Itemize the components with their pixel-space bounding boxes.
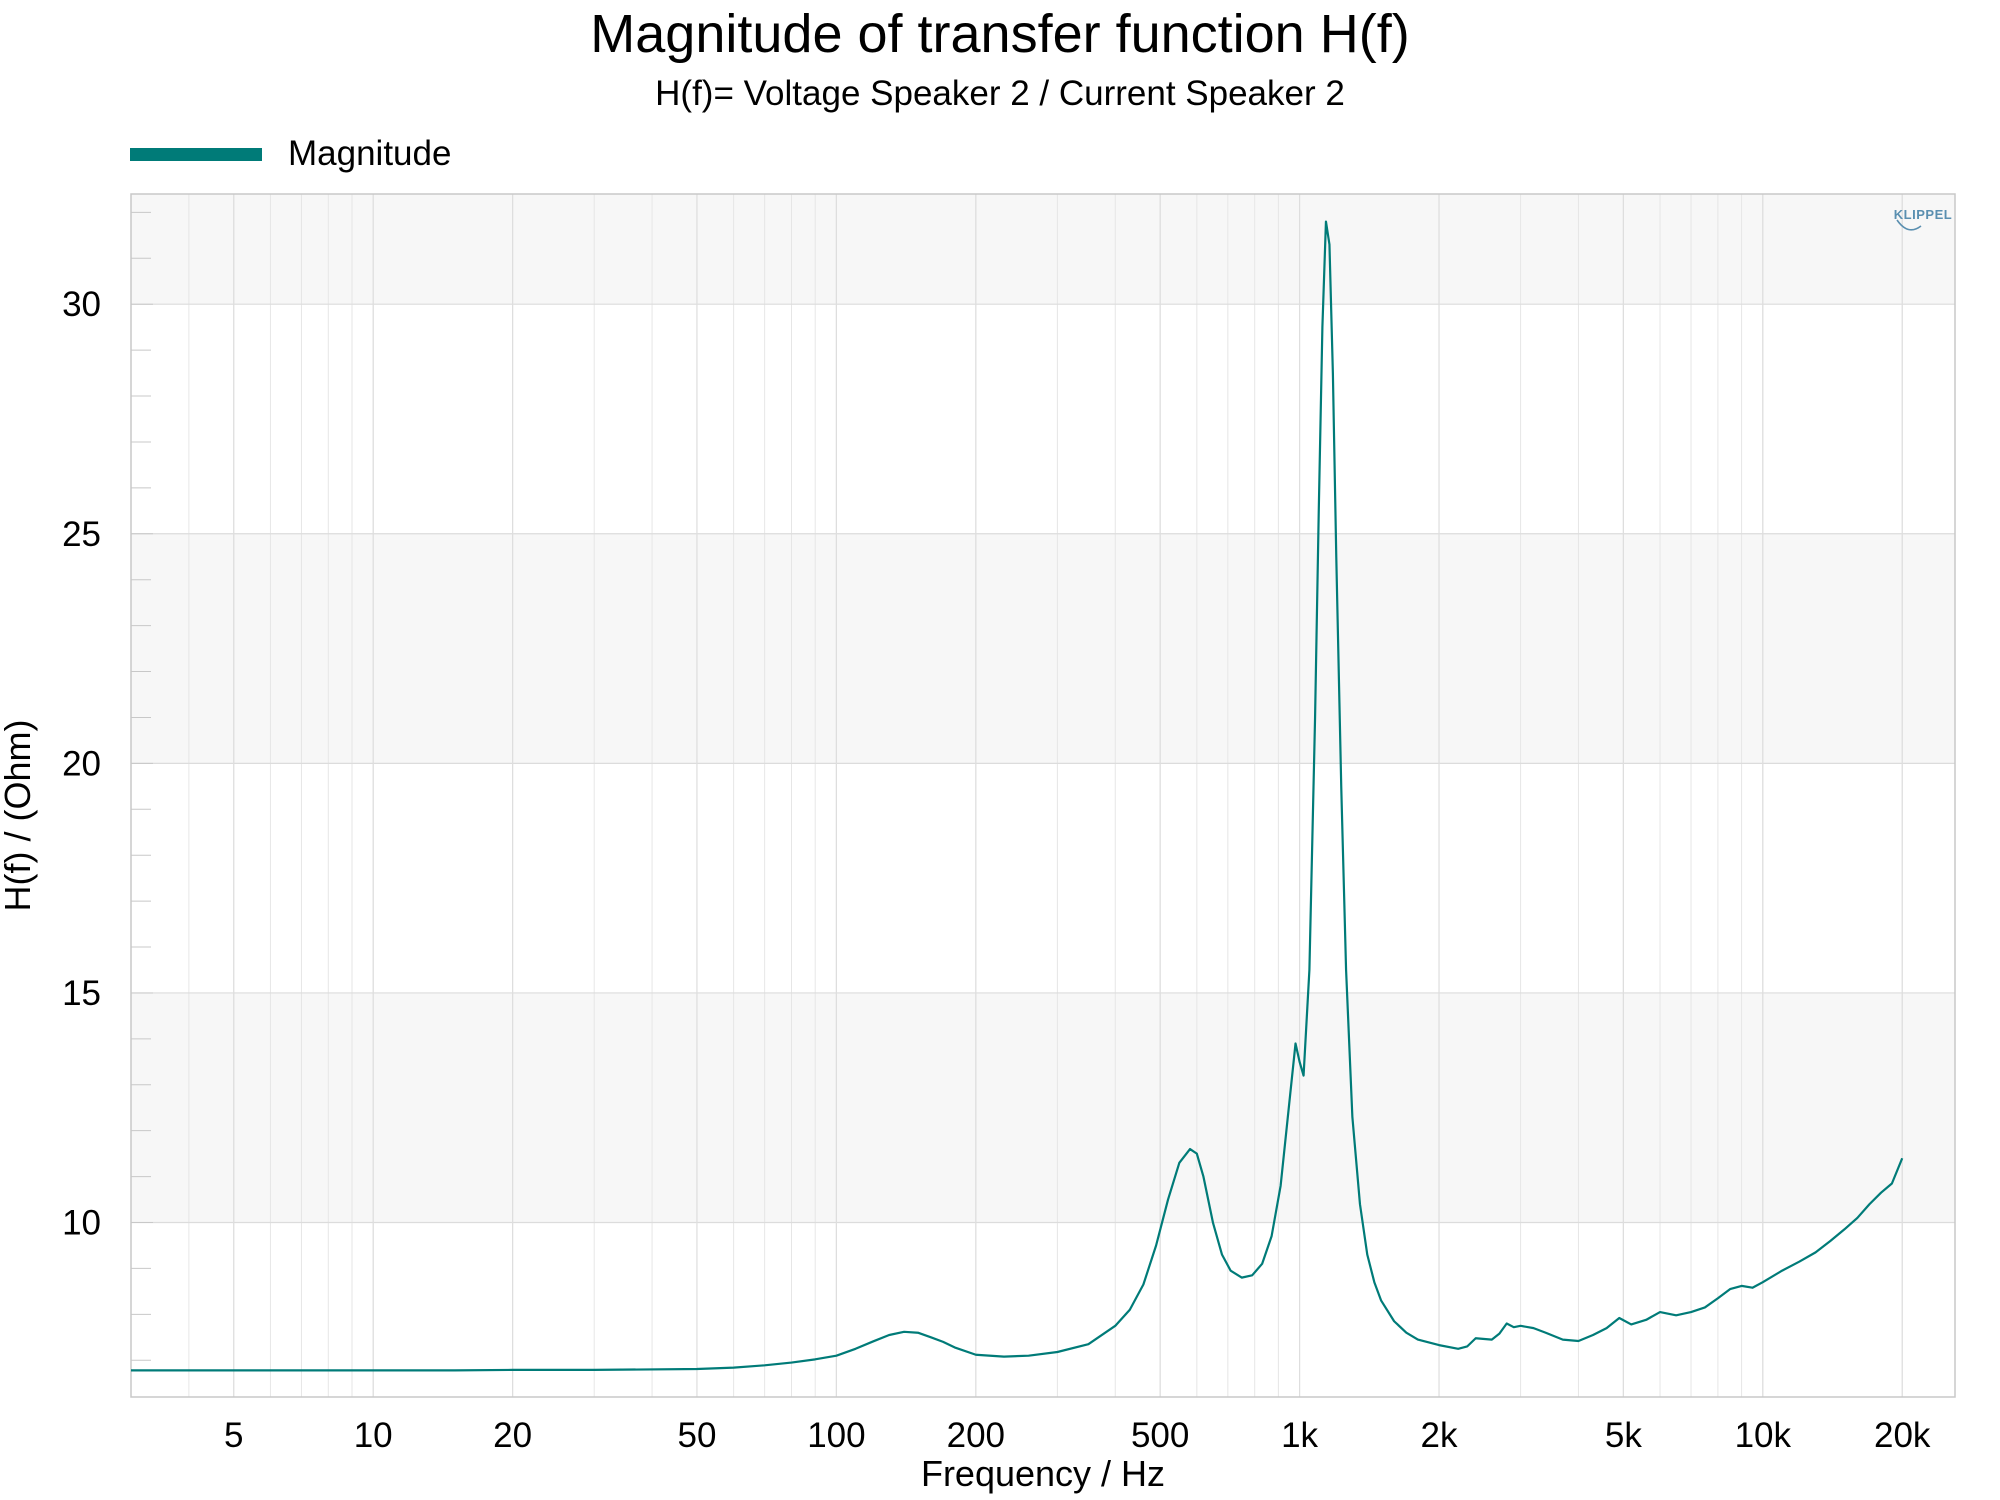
background-bands bbox=[131, 194, 1955, 1397]
background-band bbox=[131, 194, 1955, 305]
x-tick-label: 5k bbox=[1605, 1416, 1642, 1455]
klippel-logo: KLIPPEL bbox=[1894, 207, 1952, 231]
legend: Magnitude bbox=[130, 132, 451, 176]
x-tick-label: 5 bbox=[224, 1416, 243, 1455]
x-tick-label: 10 bbox=[354, 1416, 393, 1455]
x-tick-label: 20 bbox=[493, 1416, 532, 1455]
y-tick-label: 15 bbox=[62, 974, 101, 1013]
background-band bbox=[131, 533, 1955, 764]
klippel-logo-text: KLIPPEL bbox=[1894, 207, 1952, 222]
y-tick-label: 25 bbox=[62, 515, 101, 554]
y-minor-ticks bbox=[131, 211, 153, 1361]
y-tick-label: 10 bbox=[62, 1204, 101, 1243]
x-axis-label: Frequency / Hz bbox=[921, 1453, 1165, 1494]
background-band bbox=[131, 1222, 1955, 1397]
series-line-magnitude bbox=[131, 220, 1904, 1372]
background-band bbox=[131, 992, 1955, 1223]
major-gridlines bbox=[131, 194, 1955, 1397]
x-tick-label: 100 bbox=[807, 1416, 865, 1455]
y-axis-label: H(f) / (Ohm) bbox=[0, 720, 38, 912]
x-tick-label: 50 bbox=[677, 1416, 716, 1455]
series-layer bbox=[131, 220, 1904, 1372]
x-tick-label: 20k bbox=[1874, 1416, 1931, 1455]
legend-swatch-magnitude bbox=[130, 147, 262, 161]
y-tick-label: 20 bbox=[62, 744, 101, 783]
y-tick-labels: 10 15 20 25 30 bbox=[62, 285, 101, 1242]
legend-label-magnitude: Magnitude bbox=[288, 134, 452, 173]
x-tick-label: 2k bbox=[1421, 1416, 1458, 1455]
klippel-logo-arc bbox=[1896, 219, 1922, 231]
x-tick-label: 500 bbox=[1131, 1416, 1189, 1455]
x-tick-label: 1k bbox=[1281, 1416, 1318, 1455]
chart-subtitle: H(f)= Voltage Speaker 2 / Current Speake… bbox=[655, 74, 1345, 113]
x-tick-label: 200 bbox=[947, 1416, 1005, 1455]
x-tick-label: 10k bbox=[1735, 1416, 1792, 1455]
background-band bbox=[131, 763, 1955, 993]
chart-title: Magnitude of transfer function H(f) bbox=[590, 4, 1410, 64]
y-tick-label: 30 bbox=[62, 285, 101, 324]
plot-frame bbox=[130, 193, 1956, 1398]
x-tick-labels: 5 10 20 50 100 200 500 1k 2k 5k 10k 20k bbox=[224, 1416, 1931, 1455]
background-band bbox=[131, 304, 1955, 534]
